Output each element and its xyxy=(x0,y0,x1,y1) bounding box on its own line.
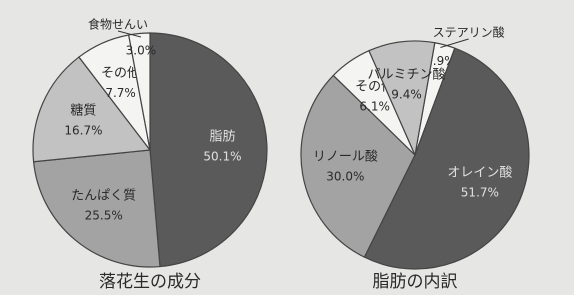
slice-value: 50.1% xyxy=(203,149,241,163)
slice-value: 25.5% xyxy=(85,208,123,222)
slice-name: パルミチン酸 xyxy=(367,67,445,82)
chart-title: 脂肪の内訳 xyxy=(373,272,458,292)
slice-name: 糖質 xyxy=(70,103,96,119)
slice-value: 51.7% xyxy=(461,186,499,200)
slice-value: 3.0% xyxy=(126,43,157,57)
slice-name: その他 xyxy=(101,66,140,81)
slice-name: ステアリン酸 xyxy=(433,25,505,40)
slice-name: たんぱく質 xyxy=(71,188,136,203)
slice-value: 7.7% xyxy=(105,86,136,100)
slice-name: 食物せんい xyxy=(88,17,148,32)
chart: 脂肪 50.1% たんぱく質 25.5% 糖質 16.7% その他 7.7% 食物せんい 3.0%… xyxy=(0,0,574,295)
slice-name: リノール酸 xyxy=(313,149,378,164)
slice-value: 16.7% xyxy=(64,124,102,138)
slice-name: オレイン酸 xyxy=(447,166,512,181)
chart-title: 落花生の成分 xyxy=(99,272,201,292)
leader-line xyxy=(440,39,468,47)
slice-value: 6.1% xyxy=(359,99,390,113)
slice-name: 脂肪 xyxy=(209,128,235,144)
slice-value: 30.0% xyxy=(326,169,364,183)
page: {"chart_data": [ {"type": "pie", "title"… xyxy=(0,0,574,295)
slice-value: 9.4% xyxy=(391,87,422,101)
